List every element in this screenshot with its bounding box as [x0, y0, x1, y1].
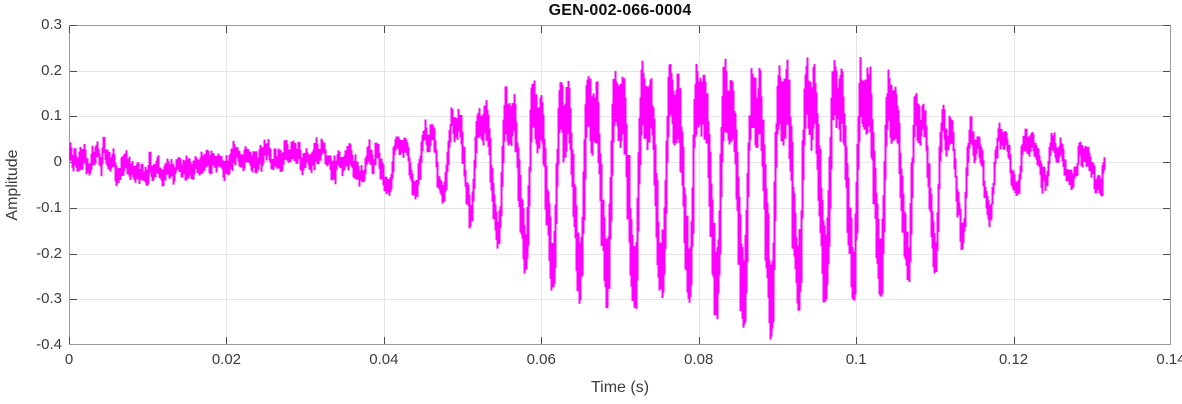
y-tick-label: -0.2	[36, 244, 62, 262]
plot-area	[69, 25, 1171, 345]
x-tick-label: 0.1	[845, 351, 867, 368]
x-tick-label: 0.14	[1156, 351, 1182, 368]
y-tick-label: 0.3	[41, 16, 62, 33]
y-tick-label: 0.1	[41, 107, 62, 125]
x-tick-label: 0	[64, 351, 74, 368]
y-tick-label: -0.1	[36, 198, 62, 216]
x-tick-label: 0.08	[684, 351, 714, 368]
y-axis-label: Amplitude	[4, 149, 21, 221]
y-tick-label: -0.3	[36, 290, 62, 308]
x-tick-label: 0.02	[211, 351, 242, 368]
y-tick-label: -0.4	[36, 336, 62, 353]
x-tick-label: 0.04	[369, 351, 399, 368]
chart-title: GEN-002-066-0004	[548, 2, 692, 19]
y-tick-label: 0.2	[41, 61, 62, 79]
x-axis-label: Time (s)	[590, 379, 650, 396]
waveform-canvas	[69, 25, 1171, 345]
x-tick-label: 0.12	[998, 351, 1029, 368]
x-tick-label: 0.06	[526, 351, 556, 368]
y-tick-label: 0	[53, 153, 62, 171]
